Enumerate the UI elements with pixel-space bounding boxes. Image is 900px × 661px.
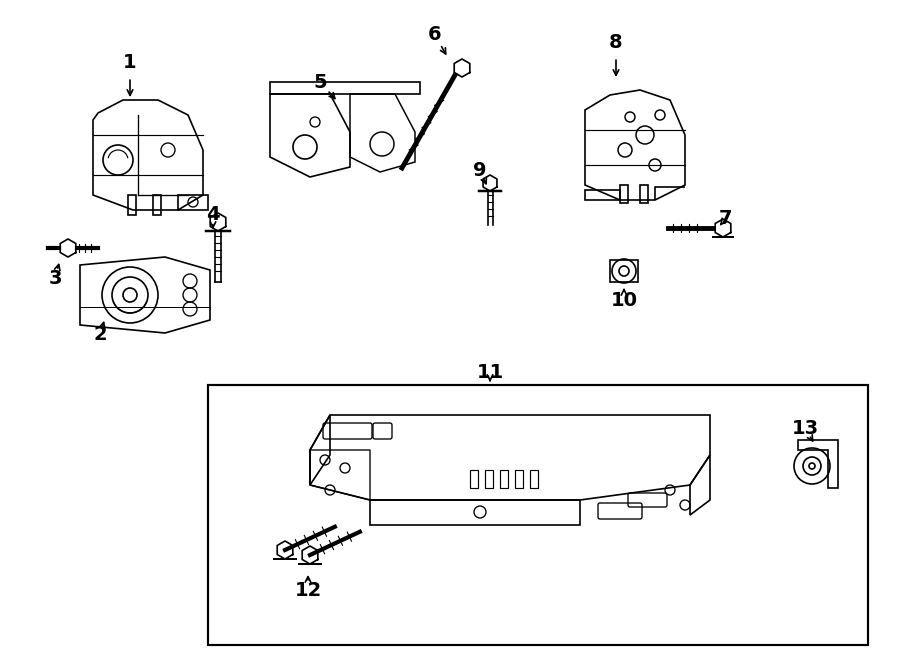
Text: 10: 10 — [610, 290, 637, 309]
Text: 7: 7 — [719, 208, 733, 227]
Text: 4: 4 — [206, 206, 220, 225]
Text: 12: 12 — [294, 580, 321, 600]
Text: 11: 11 — [476, 362, 504, 381]
Text: 2: 2 — [94, 325, 107, 344]
Text: 6: 6 — [428, 26, 442, 44]
Bar — [208, 385, 868, 645]
Text: 1: 1 — [123, 52, 137, 71]
Text: 5: 5 — [313, 73, 327, 91]
Text: 9: 9 — [473, 161, 487, 180]
Text: 3: 3 — [49, 268, 62, 288]
Text: 13: 13 — [791, 418, 819, 438]
Text: 8: 8 — [609, 32, 623, 52]
